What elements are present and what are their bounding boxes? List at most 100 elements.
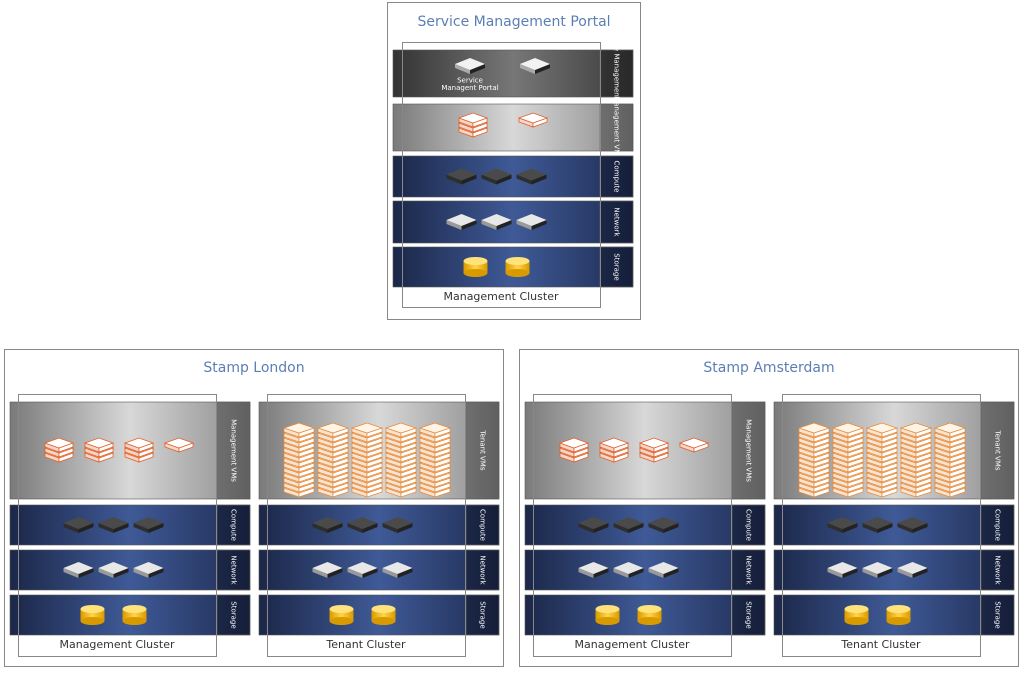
server-side	[496, 220, 512, 230]
disk	[595, 617, 620, 625]
server-side	[613, 568, 629, 578]
layer-side	[980, 549, 1015, 591]
disk	[122, 617, 147, 625]
disk-top	[844, 605, 869, 613]
layer-label: Network	[479, 555, 487, 585]
cluster-label: Management Cluster	[59, 638, 174, 651]
server-side	[481, 220, 497, 230]
layer-label: Management VMs	[745, 419, 753, 482]
server-side	[496, 174, 512, 185]
layer-row	[392, 155, 634, 198]
layer-side	[216, 594, 251, 636]
layer-side	[216, 401, 251, 500]
layer-label: Compute	[479, 509, 487, 541]
server-top	[578, 517, 609, 529]
server-top	[98, 562, 129, 574]
item-label: Service Managent Portal	[441, 77, 498, 93]
server-side	[520, 64, 535, 74]
server-top	[347, 562, 378, 574]
server-side	[347, 523, 363, 533]
server-side	[382, 523, 398, 533]
layer-side	[599, 246, 634, 288]
server-side	[397, 523, 413, 533]
layer-label: Storage	[994, 601, 1002, 628]
vm-top	[457, 112, 489, 124]
server-top	[481, 168, 512, 181]
server-side	[648, 523, 664, 533]
server-side	[862, 523, 878, 533]
server-top	[347, 517, 378, 529]
server-top	[897, 562, 928, 574]
layer-side	[731, 401, 766, 500]
layer-label: Network	[230, 555, 238, 585]
cluster-outline	[267, 394, 466, 657]
cluster-outline	[18, 394, 217, 657]
server-top	[455, 58, 485, 70]
server-side	[133, 523, 149, 533]
server-top	[613, 562, 644, 574]
server-top	[520, 58, 550, 70]
layer-side	[980, 504, 1015, 546]
server-side	[827, 568, 843, 578]
rack-top	[865, 422, 899, 434]
server-side	[481, 174, 497, 185]
server-side	[628, 523, 644, 533]
layer-label: Network	[613, 207, 621, 237]
server-side	[593, 523, 609, 533]
server-side	[113, 568, 129, 578]
layer-label: Tenant VMs	[994, 429, 1002, 470]
rack-top	[933, 422, 967, 434]
layer-side	[731, 504, 766, 546]
disk	[463, 269, 488, 277]
server-side	[862, 568, 878, 578]
cluster-outline	[533, 394, 732, 657]
server-side	[455, 64, 470, 74]
vm-top	[43, 437, 75, 449]
disk	[886, 617, 911, 625]
server-side	[461, 220, 477, 230]
server-top	[446, 214, 477, 226]
server-side	[613, 523, 629, 533]
server-side	[842, 523, 858, 533]
disk-top	[595, 605, 620, 613]
layer-row	[773, 504, 1015, 546]
server-top	[516, 168, 547, 181]
server-side	[628, 568, 644, 578]
server-top	[516, 214, 547, 226]
disk-top	[371, 605, 396, 613]
server-top	[648, 562, 679, 574]
layer-label: Management VMs	[230, 419, 238, 482]
disk	[80, 617, 105, 625]
layer-label: Compute	[994, 509, 1002, 541]
server-side	[98, 523, 114, 533]
server-side	[63, 523, 79, 533]
disk	[329, 617, 354, 625]
disk	[637, 617, 662, 625]
server-top	[862, 562, 893, 574]
rack-top	[384, 422, 418, 434]
layer-side	[599, 49, 634, 98]
server-side	[912, 523, 928, 533]
layer-label: Compute	[230, 509, 238, 541]
server-side	[362, 568, 378, 578]
vm-top	[83, 437, 115, 449]
disk-top	[122, 605, 147, 613]
layer-label: Tenant VMs	[479, 429, 487, 470]
server-side	[663, 568, 679, 578]
server-top	[382, 517, 413, 529]
item-label-line: Service	[457, 77, 483, 85]
server-side	[446, 174, 462, 185]
server-top	[827, 517, 858, 529]
server-side	[98, 568, 114, 578]
server-side	[877, 523, 893, 533]
disk	[844, 617, 869, 625]
rack-top	[899, 422, 933, 434]
stamp-title: Stamp London	[203, 360, 304, 376]
server-side	[78, 568, 94, 578]
server-top	[98, 517, 129, 529]
server-side	[897, 523, 913, 533]
server-side	[578, 523, 594, 533]
layer-side	[980, 401, 1015, 500]
layer-label: Network	[994, 555, 1002, 585]
server-side	[663, 523, 679, 533]
